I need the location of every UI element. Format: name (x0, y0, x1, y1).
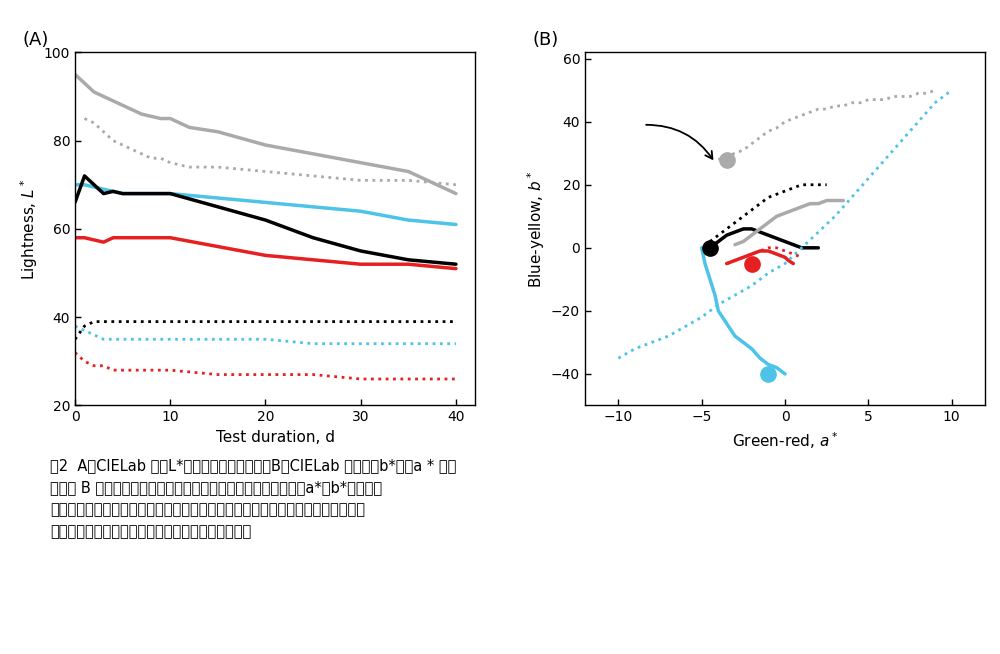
Y-axis label: Lightness, $L^*$: Lightness, $L^*$ (18, 178, 40, 280)
X-axis label: Green-red, $a^*$: Green-red, $a^*$ (732, 430, 838, 451)
X-axis label: Test duration, d: Test duration, d (216, 430, 334, 445)
Text: 图2  A为CIELab 亮度L*作为曝光时间的函数，B为CIELab 颜色参数b*作为a * 的函
数。在 B 中，第一个时间点由较大的标记指示，箭头显示样品: 图2 A为CIELab 亮度L*作为曝光时间的函数，B为CIELab 颜色参数b… (50, 458, 456, 540)
Text: (B): (B) (533, 31, 559, 49)
Text: (A): (A) (23, 31, 49, 49)
Y-axis label: Blue-yellow, $b^*$: Blue-yellow, $b^*$ (525, 170, 547, 288)
